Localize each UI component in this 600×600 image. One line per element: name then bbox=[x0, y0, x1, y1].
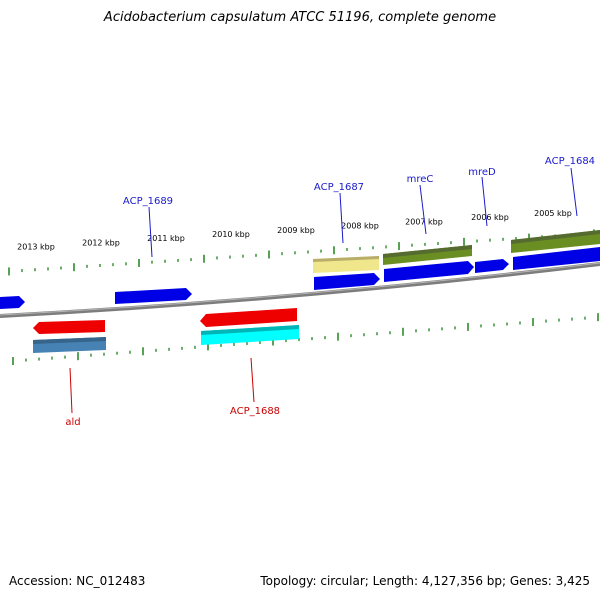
axis-label: 2007 kbp bbox=[405, 217, 443, 226]
gene-label[interactable]: ACP_1688 bbox=[230, 406, 280, 417]
genome-summary-text: Topology: circular; Length: 4,127,356 bp… bbox=[260, 574, 590, 588]
axis-label: 2008 kbp bbox=[341, 222, 379, 231]
gene-label[interactable]: mreD bbox=[468, 167, 496, 178]
gene-label[interactable]: ACP_1684 bbox=[545, 156, 595, 167]
label-leader-lines-reverse bbox=[69, 357, 255, 414]
genome-backbone bbox=[0, 262, 600, 318]
label-leader-lines bbox=[148, 167, 578, 258]
upper-tick-row bbox=[8, 229, 595, 276]
gene-label[interactable]: ACP_1689 bbox=[123, 196, 173, 207]
cds-feature[interactable] bbox=[383, 245, 472, 258]
cds-feature[interactable] bbox=[313, 256, 379, 262]
cds-feature[interactable] bbox=[33, 320, 105, 334]
cds-feature[interactable] bbox=[314, 273, 380, 290]
axis-label: 2012 kbp bbox=[82, 238, 120, 247]
genome-title: Acidobacterium capsulatum ATCC 51196, co… bbox=[103, 10, 497, 25]
cds-feature[interactable] bbox=[384, 261, 474, 282]
cds-feature[interactable] bbox=[0, 296, 25, 309]
axis-label: 2010 kbp bbox=[212, 230, 250, 239]
axis-label: 2011 kbp bbox=[147, 234, 185, 243]
axis-label: 2013 kbp bbox=[17, 243, 55, 252]
axis-label: 2005 kbp bbox=[534, 209, 572, 218]
cds-feature[interactable] bbox=[201, 325, 299, 335]
gene-label[interactable]: ald bbox=[65, 417, 80, 428]
gene-label[interactable]: mreC bbox=[407, 174, 434, 185]
axis-label: 2006 kbp bbox=[471, 213, 509, 222]
genome-backbone-highlight bbox=[0, 262, 600, 316]
accession-text: Accession: NC_012483 bbox=[9, 574, 146, 588]
cds-feature[interactable] bbox=[511, 230, 600, 244]
cds-feature[interactable] bbox=[115, 288, 192, 304]
cds-feature[interactable] bbox=[475, 259, 509, 273]
axis-label-row: 2005 kbp 2006 kbp 2007 kbp 2008 kbp 2009 kbp… bbox=[17, 209, 572, 252]
cds-feature[interactable] bbox=[200, 308, 297, 327]
cds-feature[interactable] bbox=[513, 247, 600, 270]
lower-tick-row bbox=[12, 313, 599, 366]
axis-label: 2009 kbp bbox=[277, 226, 315, 235]
cds-feature[interactable] bbox=[33, 337, 106, 344]
gene-label[interactable]: ACP_1687 bbox=[314, 182, 364, 193]
